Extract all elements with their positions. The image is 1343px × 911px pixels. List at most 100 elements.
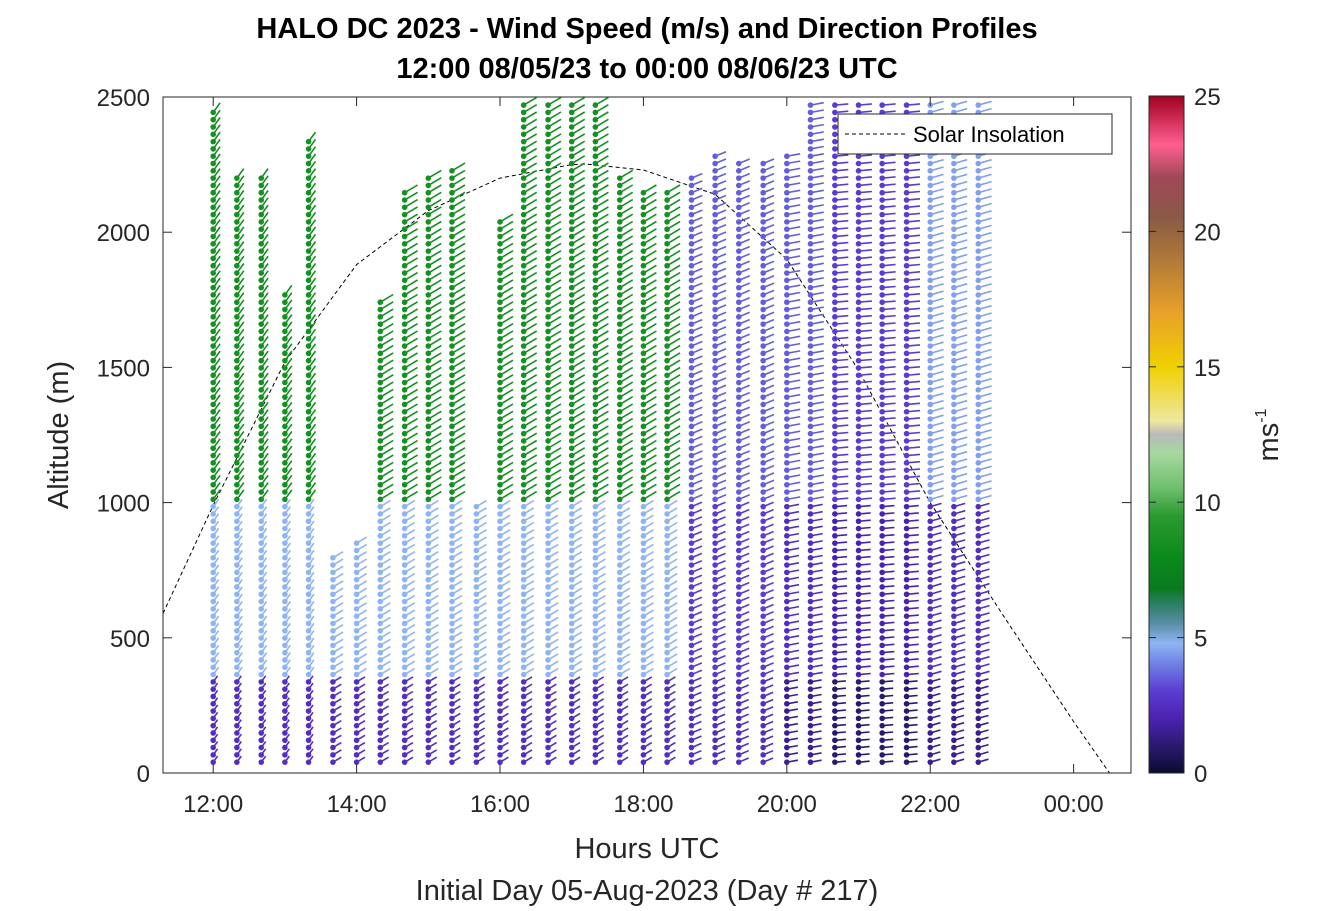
wind-barb-point <box>305 197 312 203</box>
wind-barb-point <box>305 511 312 517</box>
wind-barb-point <box>473 547 480 554</box>
wind-barb-point <box>664 299 670 306</box>
wind-barb-point <box>640 306 647 313</box>
wind-barb-point <box>832 116 838 123</box>
wind-barb-point <box>545 314 551 320</box>
wind-barb-point <box>807 533 814 539</box>
wind-barb-point <box>234 182 240 189</box>
wind-barb-point <box>377 730 384 736</box>
wind-barb-point <box>305 401 312 408</box>
wind-barb-point <box>282 562 288 568</box>
wind-barb-point <box>234 467 240 473</box>
wind-barb-point <box>664 584 670 590</box>
wind-barb-point <box>449 620 455 627</box>
wind-barb-point <box>807 613 814 619</box>
wind-barb-point <box>592 569 599 576</box>
wind-barb-point <box>353 591 360 598</box>
wind-barb-point <box>903 175 910 181</box>
wind-barb-point <box>545 168 551 174</box>
wind-barb-point <box>425 708 432 714</box>
wind-barb-point <box>425 314 432 320</box>
wind-barb-point <box>520 153 527 160</box>
wind-barb-point <box>210 124 216 130</box>
wind-barb-point <box>879 642 885 649</box>
wind-barb-point <box>282 642 288 649</box>
wind-barb-point <box>305 679 312 685</box>
wind-barb-point <box>425 467 432 473</box>
wind-barb-point <box>401 722 408 729</box>
wind-barb-point <box>664 752 670 758</box>
wind-barb-point <box>784 248 790 254</box>
wind-barb-point <box>377 335 384 342</box>
wind-barb-point <box>520 547 527 554</box>
wind-barb-point <box>879 189 885 196</box>
wind-barb-point <box>712 219 718 225</box>
wind-barb-point <box>282 438 288 444</box>
wind-barb-point <box>664 613 670 619</box>
wind-barb-point <box>784 737 790 744</box>
wind-barb-point <box>688 496 695 503</box>
wind-barb-point <box>497 642 503 649</box>
wind-barb-point <box>807 679 814 685</box>
wind-barb-point <box>568 686 575 692</box>
wind-barb-point <box>545 197 551 203</box>
wind-barb-point <box>520 168 527 174</box>
wind-barb-point <box>473 744 480 751</box>
wind-barb-point <box>545 562 551 568</box>
wind-barb-point <box>497 722 503 729</box>
wind-barb-point <box>760 533 766 539</box>
wind-barb-point <box>616 270 623 276</box>
wind-barb-point <box>879 547 885 554</box>
wind-barb-point <box>664 321 670 327</box>
wind-barb-point <box>234 511 240 517</box>
wind-barb-point <box>832 562 838 568</box>
wind-barb-point <box>330 576 336 583</box>
wind-barb-point <box>592 102 599 108</box>
wind-barb-point <box>760 292 766 298</box>
wind-barb-point <box>282 379 288 386</box>
wind-barb-point <box>592 576 599 583</box>
wind-barb-point <box>903 306 910 313</box>
wind-barb-point <box>305 598 312 605</box>
wind-barb-point <box>807 511 814 517</box>
wind-barb-point <box>855 357 862 364</box>
wind-barb-point <box>473 569 480 576</box>
wind-barb-point <box>664 679 670 685</box>
wind-barb-point <box>210 540 216 546</box>
wind-barb-point <box>497 576 503 583</box>
wind-barb-point <box>234 584 240 590</box>
wind-barb-point <box>760 554 766 561</box>
wind-barb-point <box>449 627 455 634</box>
wind-barb-point <box>545 189 551 196</box>
wind-barb-point <box>855 284 862 291</box>
wind-barb-point <box>664 343 670 349</box>
wind-barb-point <box>520 627 527 634</box>
wind-barb-point <box>377 518 384 525</box>
wind-barb-point <box>377 722 384 729</box>
wind-barb-point <box>832 423 838 430</box>
wind-barb-point <box>282 365 288 371</box>
wind-barb-point <box>545 262 551 269</box>
wind-barb-point <box>832 708 838 714</box>
wind-barb-point <box>497 759 503 765</box>
wind-barb-point <box>520 233 527 240</box>
wind-barb-point <box>282 649 288 656</box>
wind-barb-point <box>855 489 862 495</box>
wind-barb-point <box>330 569 336 576</box>
wind-barb-point <box>305 248 312 254</box>
wind-barb-point <box>807 241 814 247</box>
wind-barb-point <box>592 233 599 240</box>
wind-barb-point <box>520 175 527 181</box>
wind-barb-point <box>258 671 265 678</box>
wind-barb-point <box>712 168 718 174</box>
wind-barb-point <box>640 321 647 327</box>
wind-barb-point <box>425 649 432 656</box>
wind-barb-point <box>784 262 790 269</box>
wind-barb-point <box>903 467 910 473</box>
wind-barb-point <box>520 189 527 196</box>
wind-barb-point <box>449 679 455 685</box>
wind-barb-point <box>568 547 575 554</box>
wind-barb-point <box>568 627 575 634</box>
wind-barb-point <box>927 452 934 459</box>
wind-barb-point <box>616 365 623 371</box>
